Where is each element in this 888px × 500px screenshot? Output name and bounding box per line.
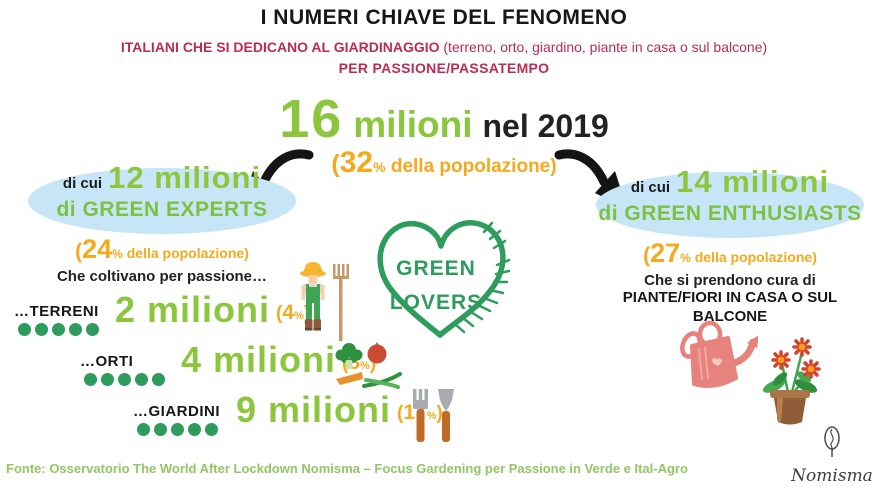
enthusiasts-population-share: (27% della popolazione) <box>596 238 864 269</box>
source-note: Fonte: Osservatorio The World After Lock… <box>6 461 688 476</box>
dot-icon <box>18 323 31 336</box>
dot-icon <box>152 373 165 386</box>
dot-icon <box>171 423 184 436</box>
row-label: …GIARDINI <box>133 403 220 420</box>
nomisma-emblem-icon <box>824 426 840 457</box>
row-value: 2 milioni <box>115 289 271 330</box>
experts-population-share: (24% della popolazione) <box>28 234 296 265</box>
hero-value: 16 <box>279 89 344 149</box>
pct-sign: % <box>373 159 386 175</box>
dot-row <box>14 323 99 336</box>
subtitle-paren: (terreno, orto, giardino, piante in casa… <box>439 39 768 55</box>
pct-open: ( <box>331 150 340 178</box>
nomisma-logo: Nomisma <box>788 424 876 486</box>
pct-number: 4 <box>282 301 295 324</box>
hero-unit: milioni <box>353 104 473 145</box>
green-experts-bubble: di cui 12 milioni di GREEN EXPERTS <box>28 160 296 234</box>
pct-rest: della popolazione) <box>122 245 249 261</box>
heart-outline-icon <box>377 220 511 338</box>
pct-sign: % <box>680 251 691 265</box>
garden-tools-icon <box>413 389 454 442</box>
pct-close: ) <box>436 403 443 424</box>
hero-stat: 16 milioni nel 2019 <box>0 88 888 150</box>
dot-row <box>80 373 165 386</box>
experts-description: Che coltivano per passione… <box>56 268 268 285</box>
row-terreni: …TERRENI 2 milioni (4%) <box>14 289 310 336</box>
green-enthusiasts-group: di cui 14 milioni di GREEN ENTHUSIASTS (2… <box>596 164 864 327</box>
watering-can-icon <box>680 320 758 388</box>
dot-icon <box>205 423 218 436</box>
enthusiasts-description: Che si prendono cura di <box>644 272 816 289</box>
dot-icon <box>86 323 99 336</box>
subtitle-line2: PER PASSIONE/PASSATEMPO <box>338 60 550 76</box>
pct-number: 24 <box>82 234 113 264</box>
vegetables-icon <box>335 342 402 389</box>
subtitle-main: ITALIANI CHE SI DEDICANO AL GIARDINAGGIO <box>120 39 440 55</box>
pct-open: ( <box>397 403 404 424</box>
pct-open: ( <box>342 353 349 374</box>
row-giardini: …GIARDINI 9 milioni (17%) <box>133 389 443 436</box>
pct-number: 32 <box>339 146 374 179</box>
pct-rest: della popolazione) <box>385 156 557 177</box>
pct-sign: % <box>112 247 123 261</box>
dot-icon <box>35 323 48 336</box>
dot-icon <box>101 373 114 386</box>
row-value: 9 milioni <box>236 389 392 430</box>
farmer-icon <box>300 262 349 341</box>
enthusiasts-description-bold-1: PIANTE/FIORI IN CASA O SUL <box>622 289 838 306</box>
pct-sign: % <box>294 310 304 322</box>
heart-label-line2: LOVERS <box>389 290 483 314</box>
pct-rest: della popolazione) <box>690 249 817 265</box>
pct-open: ( <box>276 303 283 324</box>
dot-icon <box>118 373 131 386</box>
dot-icon <box>188 423 201 436</box>
dot-icon <box>52 323 65 336</box>
heart-label-line1: GREEN <box>396 257 476 280</box>
nomisma-wordmark: Nomisma <box>791 466 873 486</box>
row-value: 4 milioni <box>181 339 337 380</box>
flower-pot-icon <box>762 337 821 425</box>
pct-open: ( <box>643 244 651 267</box>
enthusiasts-label: di GREEN ENTHUSIASTS <box>598 202 862 225</box>
row-label: …TERRENI <box>14 303 99 320</box>
dot-icon <box>154 423 167 436</box>
subtitle-line1: ITALIANI CHE SI DEDICANO AL GIARDINAGGIO… <box>0 39 888 55</box>
page-title: I NUMERI CHIAVE DEL FENOMENO <box>260 6 628 29</box>
experts-prefix: di cui <box>62 175 103 192</box>
pct-sign: % <box>426 410 437 422</box>
enthusiasts-prefix: di cui <box>630 179 671 196</box>
experts-value: 12 milioni <box>108 160 262 195</box>
hero-population-share: (32% della popolazione) <box>0 146 888 180</box>
enthusiasts-description-bold-2: BALCONE <box>692 307 768 325</box>
green-enthusiasts-bubble: di cui 14 milioni di GREEN ENTHUSIASTS <box>596 164 864 238</box>
dot-row <box>133 423 220 436</box>
green-experts-group: di cui 12 milioni di GREEN EXPERTS (24% d… <box>28 160 296 285</box>
green-lovers-badge: GREEN LOVERS <box>366 210 516 350</box>
hero-year: nel 2019 <box>482 108 609 144</box>
row-orti: …ORTI 4 milioni (8%) <box>80 339 377 386</box>
dot-icon <box>84 373 97 386</box>
pct-sign: % <box>360 360 370 372</box>
pct-open: ( <box>75 240 83 263</box>
pct-number: 27 <box>650 238 681 268</box>
heart-label: GREEN LOVERS <box>366 252 506 319</box>
row-label: …ORTI <box>80 353 134 370</box>
experts-label: di GREEN EXPERTS <box>56 198 268 221</box>
enthusiasts-value: 14 milioni <box>676 164 830 199</box>
dot-icon <box>69 323 82 336</box>
dot-icon <box>137 423 150 436</box>
pct-close: ) <box>369 353 377 374</box>
dot-icon <box>135 373 148 386</box>
